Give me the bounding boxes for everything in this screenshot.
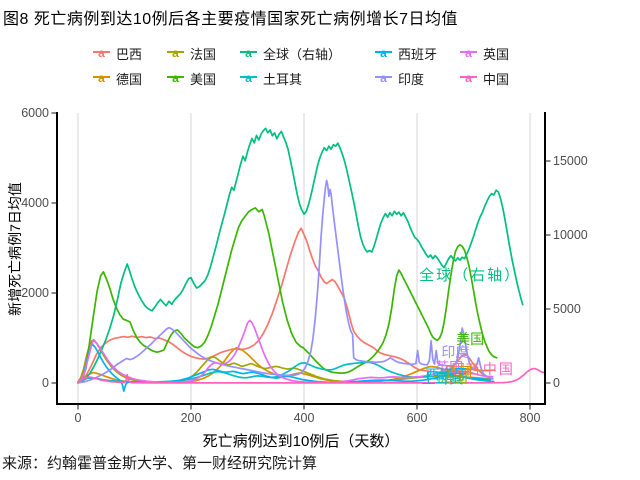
y-axis-title: 新增死亡病例7日均值: [7, 182, 23, 316]
legend-item: a 英国: [460, 44, 520, 63]
legend-item: a 全球（右轴）: [240, 44, 375, 63]
series-end-label: 土耳其: [421, 371, 463, 387]
legend-line-glyph: [93, 50, 110, 53]
series-end-label: 法国: [440, 370, 468, 386]
legend-item: a 中国: [460, 69, 520, 88]
legend-a-glyph: a: [380, 45, 387, 60]
legend-line-glyph: [240, 50, 257, 53]
legend-key-icon: a: [240, 45, 257, 61]
x-axis-title: 死亡病例达到10例后（天数）: [202, 433, 400, 450]
legend-a-glyph: a: [245, 45, 252, 60]
legend-item: a 印度: [375, 69, 460, 88]
legend-line-glyph: [240, 75, 257, 78]
series-end-label: 巴西: [452, 362, 480, 378]
legend: a 巴西 a 法国 a 全球（右轴） a 西班牙 a 英国 a 德国 a 美国 a 土耳其 a 印度 a 中国: [93, 41, 520, 91]
legend-key-icon: a: [93, 45, 110, 61]
legend-item-label: 英国: [483, 47, 510, 62]
legend-item: a 法国: [167, 44, 240, 63]
legend-key-icon: a: [375, 70, 392, 86]
legend-item-label: 全球（右轴）: [263, 47, 342, 62]
legend-a-glyph: a: [98, 70, 105, 85]
series-line-4: [77, 127, 524, 384]
legend-item: a 巴西: [93, 44, 167, 63]
y-tick-label-right: 10000: [553, 228, 588, 242]
legend-item: a 土耳其: [240, 69, 375, 88]
series-line-9: [77, 367, 545, 384]
series-end-label: 西班牙: [425, 367, 467, 383]
legend-a-glyph: a: [380, 70, 387, 85]
legend-a-glyph: a: [245, 70, 252, 85]
legend-line-glyph: [167, 50, 184, 53]
legend-line-glyph: [375, 50, 392, 53]
series-line-7: [77, 179, 494, 384]
legend-item: a 西班牙: [375, 44, 460, 63]
legend-a-glyph: a: [465, 45, 472, 60]
series-end-label: 印度: [441, 344, 469, 360]
legend-key-icon: a: [460, 45, 477, 61]
y-tick-label-right: 15000: [553, 154, 588, 168]
legend-row: a 巴西 a 法国 a 全球（右轴） a 西班牙 a 英国: [93, 41, 520, 66]
y-tick-label-right: 0: [553, 376, 560, 390]
legend-item-label: 巴西: [116, 47, 143, 62]
legend-a-glyph: a: [465, 70, 472, 85]
x-tick-label: 400: [294, 411, 315, 425]
legend-line-glyph: [93, 75, 110, 78]
x-tick-label: 0: [75, 411, 82, 425]
legend-item-label: 美国: [190, 72, 217, 87]
x-tick-label: 600: [407, 411, 428, 425]
legend-item-label: 土耳其: [263, 72, 303, 87]
source-note: 来源：约翰霍普金斯大学、第一财经研究院计算: [2, 455, 318, 472]
series-line-6: [77, 343, 492, 392]
legend-key-icon: a: [240, 70, 257, 86]
figure-title: 图8 死亡病例到达10例后各主要疫情国家死亡病例增长7日均值: [3, 11, 459, 28]
legend-a-glyph: a: [172, 45, 179, 60]
legend-a-glyph: a: [98, 45, 105, 60]
legend-item-label: 印度: [398, 72, 425, 87]
legend-line-glyph: [167, 75, 184, 78]
y-tick-label-left: 4000: [21, 196, 49, 210]
series-end-label: 英国: [435, 359, 463, 375]
legend-line-glyph: [460, 50, 477, 53]
legend-key-icon: a: [375, 45, 392, 61]
y-tick-label-right: 5000: [553, 302, 581, 316]
legend-key-icon: a: [167, 70, 184, 86]
x-tick-label: 800: [520, 411, 541, 425]
series-end-label: 中国: [483, 361, 515, 377]
legend-key-icon: a: [167, 45, 184, 61]
legend-row: a 德国 a 美国 a 土耳其 a 印度 a 中国: [93, 66, 520, 91]
legend-item-label: 西班牙: [398, 47, 438, 62]
legend-item-label: 德国: [116, 72, 143, 87]
legend-key-icon: a: [460, 70, 477, 86]
legend-item: a 美国: [167, 69, 240, 88]
series-end-label: 全球（右轴）: [419, 266, 521, 284]
series-line-8: [77, 319, 494, 384]
series-line-3: [77, 207, 498, 384]
series-line-0: [77, 227, 494, 384]
series-end-label: 美国: [456, 331, 484, 347]
y-tick-label-left: 6000: [21, 106, 49, 120]
legend-key-icon: a: [93, 70, 110, 86]
series-end-label: 德国: [444, 364, 472, 380]
legend-line-glyph: [375, 75, 392, 78]
y-tick-label-left: 0: [42, 376, 49, 390]
x-tick-label: 200: [181, 411, 202, 425]
y-tick-label-left: 2000: [21, 286, 49, 300]
legend-item-label: 法国: [190, 47, 217, 62]
legend-a-glyph: a: [172, 70, 179, 85]
legend-line-glyph: [460, 75, 477, 78]
legend-item: a 德国: [93, 69, 167, 88]
legend-item-label: 中国: [483, 72, 510, 87]
